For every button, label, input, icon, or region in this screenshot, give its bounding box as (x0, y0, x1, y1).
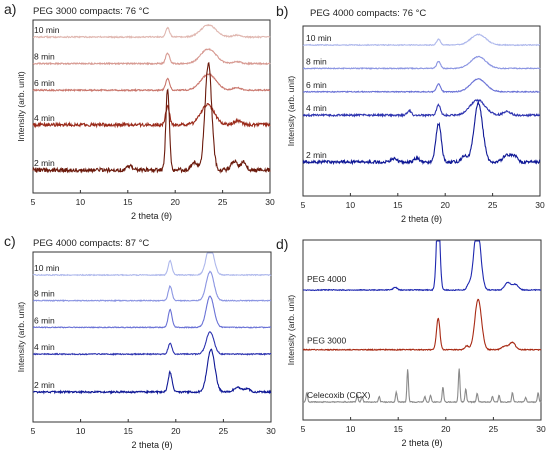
panel-title: PEG 3000 compacts: 76 °C (33, 6, 149, 17)
x-tick-label: 25 (489, 424, 499, 434)
plot-frame (302, 239, 542, 421)
panel-title: PEG 4000 compacts: 76 °C (310, 8, 426, 19)
x-tick-label: 15 (123, 426, 133, 436)
x-tick-label: 10 (346, 200, 356, 210)
x-tick-label: 30 (536, 424, 546, 434)
series-label: 8 min (306, 56, 327, 66)
x-tick-label: 25 (218, 197, 228, 207)
series-line (302, 240, 542, 292)
series-line (32, 331, 272, 356)
x-tick-label: 20 (440, 200, 450, 210)
plot-frame (32, 19, 271, 194)
x-tick-label: 10 (346, 424, 356, 434)
x-tick-label: 5 (301, 200, 306, 210)
series-line (33, 23, 271, 39)
panel-3: c) PEG 4000 compacts: 87 °C 5 10 15 20 25 30 2 t… (4, 233, 276, 450)
series-label: 2 min (34, 158, 55, 168)
series-label: 6 min (306, 80, 327, 90)
series-label: 6 min (34, 78, 55, 88)
x-tick-label: 20 (441, 424, 451, 434)
series-line (303, 55, 541, 70)
series-label: Celecoxib (CCX) (307, 390, 370, 400)
panel-title: PEG 4000 compacts: 87 °C (33, 238, 149, 249)
panel-label: a) (4, 1, 16, 17)
plot-frame (32, 251, 272, 423)
x-tick-label: 5 (31, 426, 36, 436)
series-label: 6 min (34, 315, 55, 325)
series-label: 4 min (34, 342, 55, 352)
series-label: 10 min (34, 25, 60, 35)
x-tick-label: 10 (76, 197, 86, 207)
series-label: PEG 4000 (307, 274, 346, 284)
panel-4: d) 5 10 15 20 25 30 2 theta (θ) Intensity (arb. … (276, 236, 546, 448)
series-label: 4 min (306, 103, 327, 113)
y-axis-title: Intensity (arb. unit) (16, 302, 26, 373)
series-label: 10 min (306, 33, 332, 43)
x-tick-label: 25 (219, 426, 229, 436)
series-line (32, 270, 272, 303)
x-tick-label: 10 (76, 426, 86, 436)
series-line (32, 47, 271, 66)
panel-label: b) (276, 3, 288, 19)
series-line (302, 33, 541, 47)
y-axis-title: Intensity (arb. unit) (16, 71, 26, 142)
x-tick-label: 15 (393, 424, 403, 434)
x-tick-label: 20 (171, 426, 181, 436)
series-line (32, 348, 272, 395)
panel-1: a) PEG 3000 compacts: 76 °C 5 10 15 20 25 30 2 t… (4, 1, 275, 221)
series-line (32, 102, 271, 129)
series-line (32, 73, 270, 93)
series-line (302, 100, 541, 166)
series-line (302, 298, 542, 352)
series-line (32, 252, 272, 277)
plot-frame (302, 25, 541, 197)
x-tick-label: 20 (170, 197, 180, 207)
x-tick-label: 30 (535, 200, 545, 210)
x-tick-label: 15 (393, 200, 403, 210)
y-axis-title: Intensity (arb. unit) (286, 295, 296, 366)
series-line (32, 61, 271, 174)
series-label: 8 min (34, 52, 55, 62)
x-tick-label: 30 (265, 197, 275, 207)
x-axis-title: 2 theta (θ) (401, 438, 442, 448)
series-label: 8 min (34, 289, 55, 299)
x-axis-title: 2 theta (θ) (131, 211, 172, 221)
series-label: 2 min (34, 380, 55, 390)
series-label: PEG 3000 (307, 336, 346, 346)
series-label: 2 min (306, 150, 327, 160)
panel-2: b) PEG 4000 compacts: 76 °C 5 10 15 20 25 30 2 t… (276, 3, 545, 224)
series-label: 10 min (34, 263, 60, 273)
series-line (302, 98, 541, 118)
x-tick-label: 5 (31, 197, 36, 207)
series-line (32, 295, 272, 329)
panel-label: d) (276, 236, 288, 252)
panel-label: c) (4, 233, 16, 249)
x-tick-label: 5 (301, 424, 306, 434)
x-axis-title: 2 theta (θ) (401, 214, 442, 224)
x-tick-label: 30 (266, 426, 276, 436)
series-line (302, 368, 542, 404)
x-tick-label: 15 (123, 197, 133, 207)
y-axis-title: Intensity (arb. unit) (286, 76, 296, 147)
series-line (302, 77, 541, 94)
series-label: 4 min (34, 113, 55, 123)
x-tick-label: 25 (488, 200, 498, 210)
x-axis-title: 2 theta (θ) (131, 440, 172, 450)
